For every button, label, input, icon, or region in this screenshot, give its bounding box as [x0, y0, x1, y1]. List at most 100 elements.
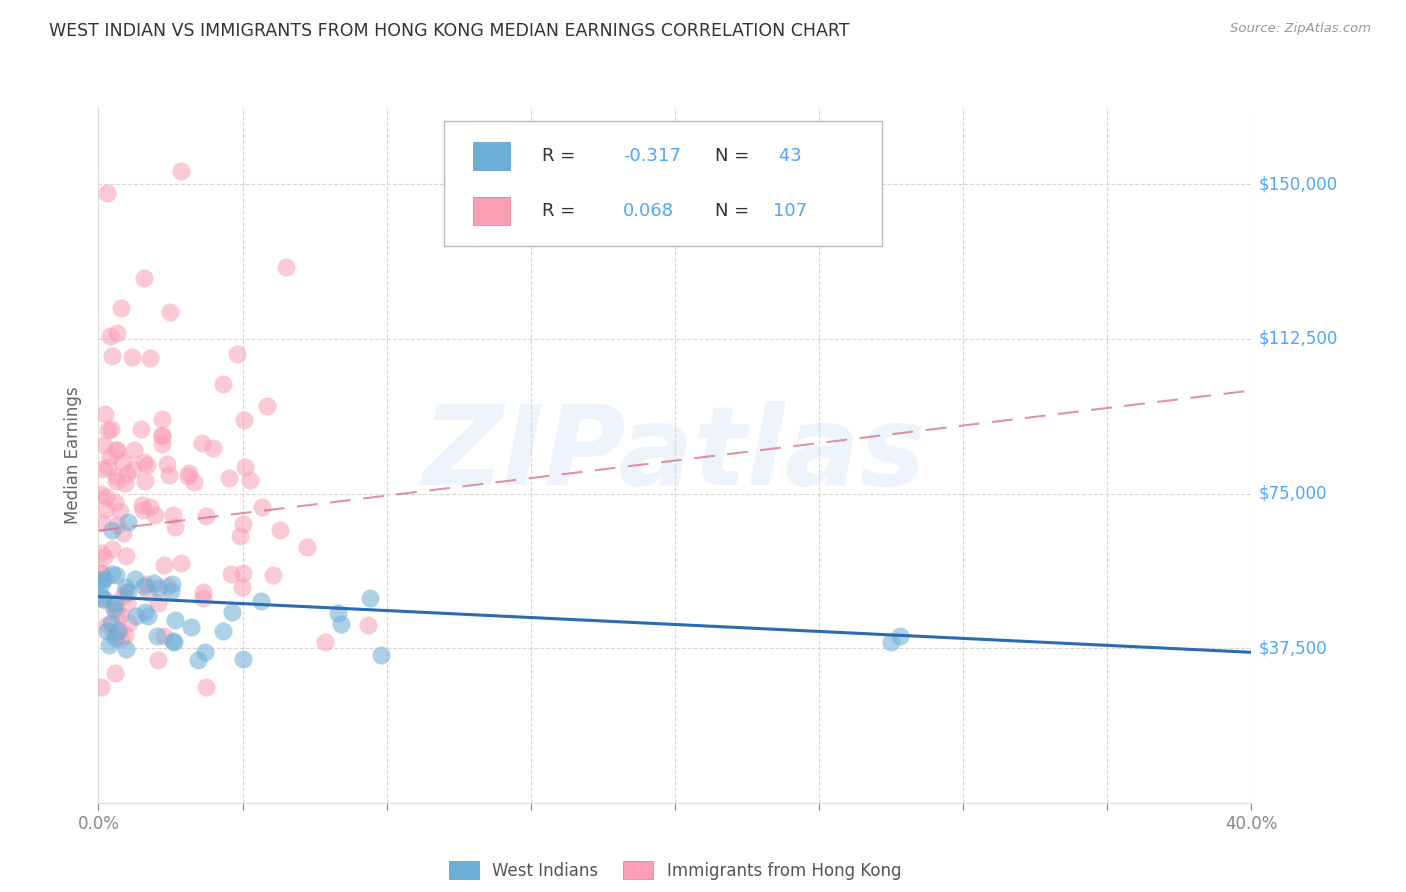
Text: ZIPatlas: ZIPatlas [423, 401, 927, 508]
Point [96, 186, 118, 200]
Point [314, 634, 336, 648]
Point [295, 540, 318, 554]
Point [170, 164, 193, 178]
Point [115, 596, 138, 610]
Text: 107: 107 [773, 202, 807, 220]
Point [93, 572, 115, 586]
Point [233, 460, 256, 475]
Text: 43: 43 [773, 147, 801, 165]
Point [104, 469, 127, 483]
Point [117, 467, 139, 482]
Point [177, 469, 200, 483]
Point [104, 631, 127, 645]
Point [146, 653, 169, 667]
Text: R =: R = [543, 147, 581, 165]
Point [91, 592, 114, 607]
Point [194, 645, 217, 659]
Point [328, 606, 350, 620]
Point [103, 601, 125, 615]
Point [97, 459, 120, 474]
Point [148, 581, 170, 595]
Point [108, 504, 131, 518]
Point [94, 501, 117, 516]
Point [231, 580, 253, 594]
Text: N =: N = [716, 202, 749, 220]
Point [121, 461, 143, 475]
Point [90, 566, 112, 580]
Point [232, 566, 254, 580]
Point [136, 458, 159, 472]
Text: Source: ZipAtlas.com: Source: ZipAtlas.com [1230, 22, 1371, 36]
Text: R =: R = [543, 202, 581, 220]
Point [121, 350, 143, 364]
Point [104, 666, 127, 681]
Point [100, 349, 122, 363]
Point [110, 632, 132, 647]
Point [232, 652, 254, 666]
Point [269, 523, 291, 537]
Point [96, 618, 118, 632]
Point [105, 326, 128, 340]
Point [104, 442, 127, 457]
Point [105, 567, 128, 582]
Point [183, 475, 205, 489]
Point [159, 305, 181, 319]
Point [229, 529, 252, 543]
Point [201, 441, 224, 455]
Point [105, 518, 128, 533]
Point [256, 399, 278, 413]
Text: $150,000: $150,000 [1258, 176, 1337, 194]
Point [93, 462, 115, 476]
Text: $37,500: $37,500 [1258, 640, 1327, 657]
Point [101, 523, 124, 537]
Point [143, 508, 166, 523]
Point [97, 423, 120, 437]
Point [239, 473, 262, 487]
Point [160, 577, 183, 591]
Point [249, 593, 271, 607]
Point [145, 630, 167, 644]
Point [163, 635, 186, 649]
Point [101, 566, 124, 581]
Point [889, 629, 911, 643]
Point [110, 301, 132, 315]
Point [190, 436, 212, 450]
Text: -0.317: -0.317 [623, 147, 681, 165]
Point [221, 605, 243, 619]
Bar [472, 197, 510, 225]
Point [195, 681, 218, 695]
Point [96, 624, 118, 638]
Point [114, 585, 136, 599]
Point [139, 351, 162, 365]
Point [117, 516, 139, 530]
Point [212, 376, 235, 391]
Point [163, 613, 186, 627]
Point [90, 577, 112, 591]
Text: $75,000: $75,000 [1258, 484, 1327, 502]
Point [104, 628, 127, 642]
Point [104, 495, 127, 509]
Point [104, 474, 127, 488]
Point [98, 450, 121, 464]
Text: N =: N = [716, 147, 749, 165]
Point [93, 549, 115, 564]
Point [880, 635, 903, 649]
Point [262, 567, 284, 582]
Point [132, 271, 155, 285]
Point [132, 455, 155, 469]
Point [114, 475, 136, 490]
Point [139, 500, 162, 514]
Point [104, 605, 127, 619]
Point [94, 491, 117, 505]
Point [114, 628, 136, 642]
Point [103, 598, 125, 612]
Point [118, 616, 141, 631]
Point [232, 413, 254, 427]
Point [108, 607, 131, 622]
Point [195, 509, 218, 524]
Point [90, 546, 112, 560]
Point [150, 437, 173, 451]
Point [90, 574, 112, 588]
Y-axis label: Median Earnings: Median Earnings [65, 386, 83, 524]
Point [160, 583, 183, 598]
